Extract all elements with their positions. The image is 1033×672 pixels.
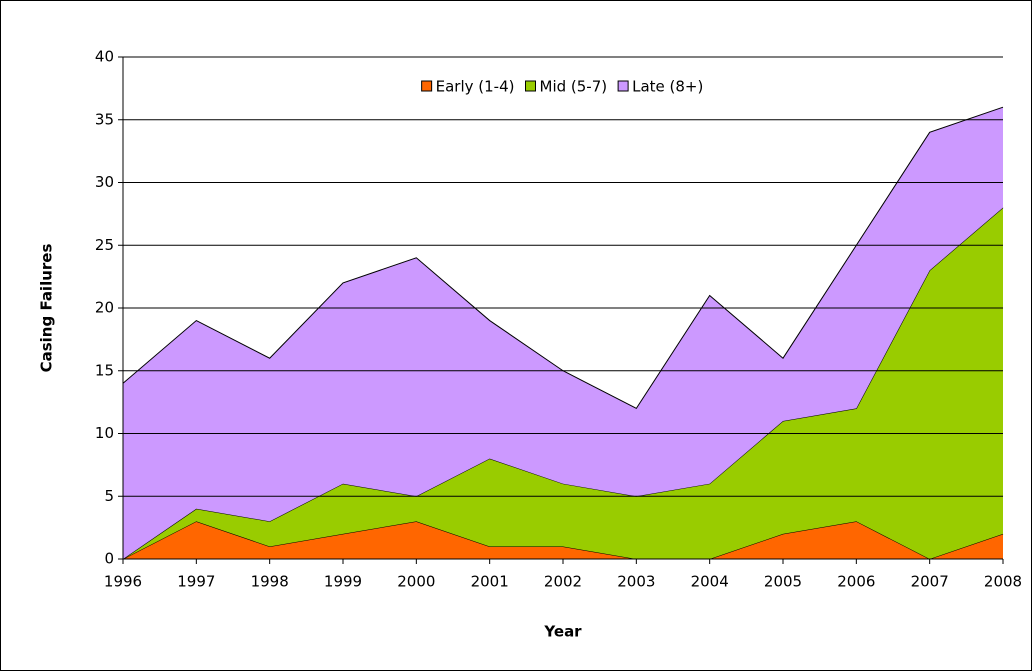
- x-tick-label: 2000: [397, 573, 435, 591]
- y-tick-label: 15: [95, 361, 114, 379]
- area: [123, 207, 1003, 559]
- x-tick-label: 2001: [471, 573, 509, 591]
- x-tick-label: 1998: [251, 573, 289, 591]
- x-tick-label: 1999: [324, 573, 362, 591]
- legend-label: Late (8+): [632, 78, 703, 96]
- x-tick-label: 1997: [177, 573, 215, 591]
- y-tick-label: 0: [104, 550, 114, 568]
- y-tick-label: 5: [104, 487, 114, 505]
- y-tick-label: 20: [95, 299, 114, 317]
- legend-swatch: [525, 80, 536, 92]
- legend-label: Mid (5-7): [540, 78, 608, 96]
- x-tick-label: 2007: [911, 573, 949, 591]
- y-tick-label: 40: [95, 48, 114, 66]
- x-tick-label: 2003: [617, 573, 655, 591]
- y-tick-label: 35: [95, 110, 114, 128]
- area: [123, 107, 1003, 559]
- y-axis-label: Casing Failures: [38, 244, 56, 373]
- x-tick-label: 2006: [837, 573, 875, 591]
- legend-swatch: [421, 80, 433, 92]
- area: [123, 521, 1003, 559]
- y-tick-label: 10: [95, 424, 114, 442]
- x-axis-label: Year: [543, 623, 582, 641]
- x-tick-label: 2008: [984, 573, 1022, 591]
- x-tick-label: 2005: [764, 573, 802, 591]
- legend-swatch: [617, 80, 629, 92]
- legend-label: Early (1-4): [436, 78, 515, 96]
- x-tick-label: 2002: [544, 573, 582, 591]
- x-tick-label: 2004: [691, 573, 729, 591]
- y-tick-label: 30: [95, 173, 114, 191]
- y-tick-label: 25: [95, 236, 114, 254]
- x-tick-label: 1996: [104, 573, 142, 591]
